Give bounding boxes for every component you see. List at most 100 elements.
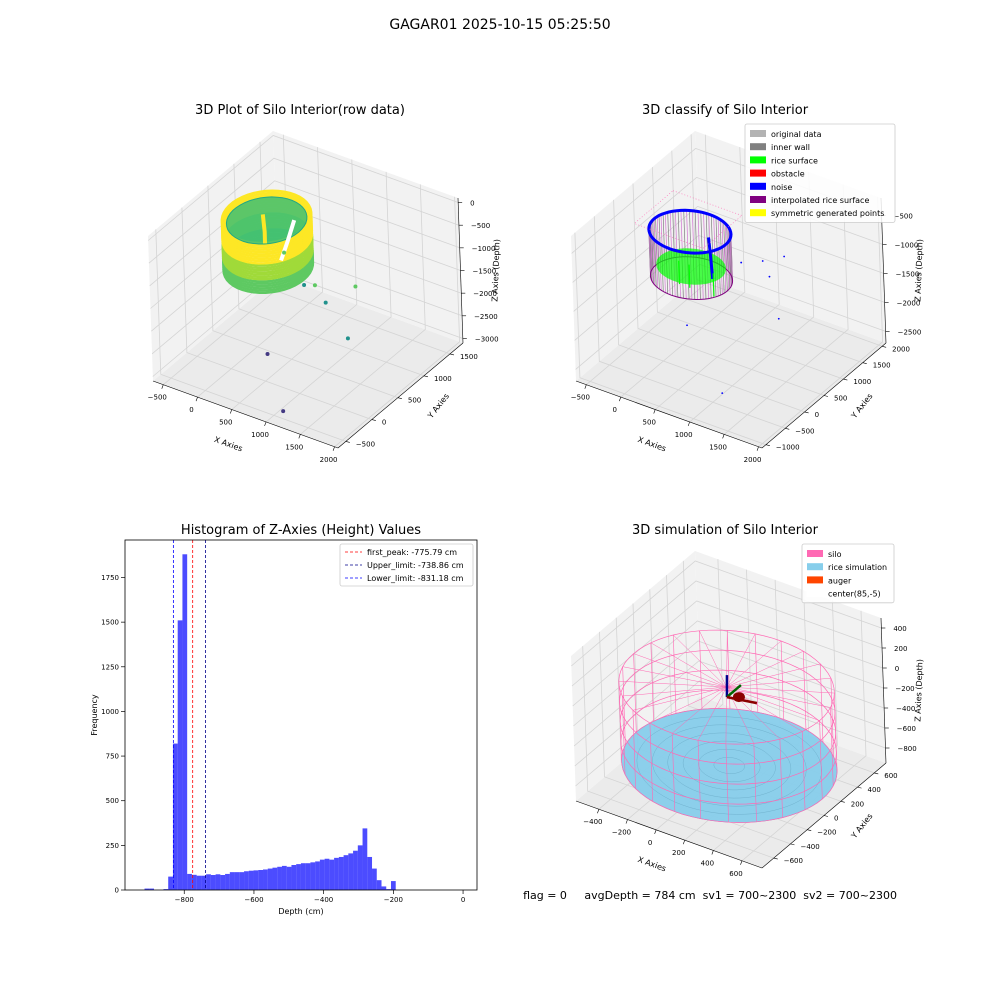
simulation-x-tick-label: −400: [583, 818, 602, 826]
classify-z-tick-label: −1000: [895, 241, 919, 249]
classify-noise-column: [707, 237, 715, 280]
histogram-legend-label: Upper_limit: -738.86 cm: [367, 561, 464, 570]
simulation-legend-swatch: [806, 589, 824, 598]
simulation-legend-label: silo: [828, 550, 842, 559]
raw-x-tick-label: 2000: [320, 456, 338, 464]
simulation-silo-spoke: [650, 642, 727, 688]
simulation-silo-spoke: [726, 686, 831, 708]
histogram-bar: [324, 858, 330, 890]
classify-y-tick-label: 0: [815, 411, 819, 419]
simulation-3d-plot: −400−2000200400600−600−400−2000200400600…: [571, 543, 925, 878]
histogram-legend-label: first_peak: -775.79 cm: [367, 548, 457, 557]
simulation-silo-vertical: [779, 739, 783, 818]
histogram-bar: [386, 889, 391, 890]
histogram-legend-frame: [339, 543, 474, 587]
histogram-bar: [362, 828, 368, 890]
raw-silo-ring: [220, 196, 313, 252]
classify-rice-trace: [688, 264, 691, 288]
histogram-y-tick-label: 1750: [101, 574, 119, 582]
classify-x-tick: [584, 384, 587, 389]
raw-z-grid-line: [148, 157, 460, 264]
simulation-silo-spoke: [632, 686, 727, 711]
raw-y-tick-label: 1500: [460, 353, 478, 361]
histogram-bar: [319, 859, 325, 890]
classify-inner-wall-line: [724, 223, 728, 270]
simulation-silo-spoke: [697, 686, 727, 741]
raw-y-tick-label: 500: [408, 397, 421, 405]
raw-z-tick-label: −500: [471, 222, 490, 230]
simulation-silo-spoke: [726, 686, 820, 721]
simulation-legend-swatch: [807, 550, 823, 557]
raw-x-axis-line: [152, 380, 339, 449]
histogram-bar: [291, 865, 297, 890]
simulation-z-tick-label: −600: [897, 725, 916, 733]
simulation-x-tick: [711, 850, 714, 855]
raw-y-tick-label: 0: [382, 419, 386, 427]
simulation-silo-spoke: [622, 666, 727, 688]
histogram-bar: [390, 881, 396, 890]
classify-x-tick-label: 0: [613, 406, 617, 414]
classify-z-grid-line: [573, 205, 884, 312]
classify-inner-wall-line: [660, 214, 663, 262]
classify-x-axis-line: [575, 380, 763, 449]
histogram-legend-label: Lower_limit: -831.18 cm: [367, 574, 464, 583]
classify-rice-surface: [656, 248, 726, 285]
simulation-x-tick-label: 200: [672, 849, 685, 857]
simulation-z-tick-label: −200: [895, 685, 914, 693]
simulation-silo-ring: [619, 669, 837, 785]
histogram-bar: [201, 875, 207, 890]
classify-symmetric-enclosure: [633, 190, 743, 249]
histogram-bar: [191, 874, 197, 890]
raw-y-grid-line: [181, 207, 373, 420]
raw-y-tick-label: −500: [356, 440, 375, 448]
histogram-bar: [334, 857, 339, 890]
simulation-y-tick-label: 0: [834, 815, 838, 823]
classify-y-tick: [882, 345, 887, 348]
classify-x-tick-label: −500: [571, 394, 590, 402]
classify-y-tick: [785, 428, 790, 430]
classify-legend-label: obstacle: [771, 170, 805, 179]
simulation-x-tick-label: −200: [612, 829, 631, 837]
classify-y-grid-line: [593, 216, 786, 429]
simulation-silo-ring: [620, 689, 837, 805]
classify-y-tick: [862, 362, 867, 364]
classify-z-axis-label: Z Axies (Depth): [913, 239, 924, 302]
classify-x-tick-label: 500: [643, 419, 656, 427]
simulation-rice-grid-ring: [667, 732, 792, 799]
status-bar: flag = 0 avgDepth = 784 cm sv1 = 700~230…: [500, 889, 920, 902]
histogram-x-tick-label: −600: [244, 896, 263, 904]
histogram-bar: [281, 865, 287, 890]
classify-noise-point: [686, 324, 688, 327]
simulation-y-tick-label: 200: [851, 800, 864, 808]
histogram-bar: [381, 886, 387, 890]
classify-y-tick: [804, 411, 809, 414]
histogram-bar: [376, 880, 382, 890]
simulation-y-tick: [874, 772, 879, 775]
histogram-bar: [225, 873, 230, 890]
classify-x-tick: [722, 434, 725, 439]
histogram-y-tick-label: 250: [106, 842, 119, 850]
simulation-rice-grid-ring: [682, 740, 776, 791]
simulation-x-tick: [625, 819, 628, 824]
raw-y-tick: [423, 375, 429, 378]
histogram-bar: [187, 873, 192, 890]
simulation-silo-spoke: [726, 663, 821, 688]
histogram-bar: [372, 868, 377, 890]
classify-legend-swatch: [750, 156, 766, 164]
classify-x-tick: [687, 421, 690, 427]
raw-y-grid-line: [155, 229, 346, 442]
simulation-silo-vertical: [671, 733, 676, 812]
status-sv1: sv1 = 700~2300: [702, 889, 797, 902]
raw-y-grid-line: [207, 185, 399, 399]
raw-x-tick: [298, 434, 301, 439]
histogram-x-axis-label: Depth (cm): [278, 907, 323, 916]
raw-x-grid-line: [231, 159, 358, 410]
classify-x-tick-label: 2000: [744, 456, 762, 464]
classify-x-tick-label: 1500: [709, 443, 727, 451]
classify-legend-frame: [744, 123, 896, 223]
raw-x-grid-line: [197, 147, 323, 398]
classify-noise-point: [768, 275, 771, 278]
raw-inner-surface: [225, 196, 308, 245]
simulation-silo-spoke: [726, 640, 782, 688]
simulation-z-tick-label: 0: [895, 665, 899, 673]
